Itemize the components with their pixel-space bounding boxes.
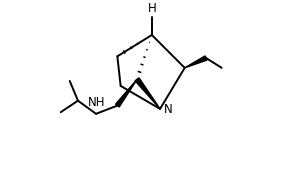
Polygon shape xyxy=(116,79,137,107)
Polygon shape xyxy=(185,56,207,68)
Text: H: H xyxy=(147,2,156,15)
Text: NH: NH xyxy=(88,96,106,109)
Polygon shape xyxy=(135,78,160,109)
Text: N: N xyxy=(164,103,173,116)
